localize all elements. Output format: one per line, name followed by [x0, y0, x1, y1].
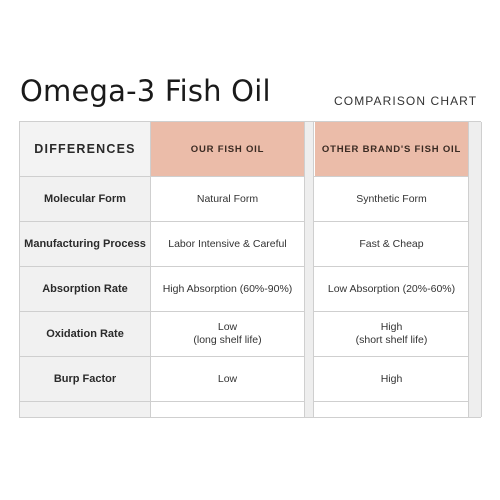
header-our-fish-oil: OUR FISH OIL	[151, 122, 304, 176]
row-label: Burp Factor	[20, 357, 150, 401]
row-label: Oxidation Rate	[20, 312, 150, 356]
row-value-theirs: High	[380, 372, 403, 385]
row-label: Manufacturing Process	[20, 222, 150, 266]
row-label: Absorption Rate	[20, 267, 150, 311]
table-row-empty	[20, 401, 480, 417]
row-value-theirs: Synthetic Form	[356, 192, 427, 205]
value-primary: High	[380, 321, 403, 333]
value-primary: Low	[217, 321, 238, 333]
value-note: (short shelf life)	[355, 334, 428, 346]
row-value-theirs: Fast & Cheap	[359, 237, 424, 250]
row-value-ours: Low (long shelf life)	[151, 312, 304, 356]
table-row: Absorption Rate High Absorption (60%-90%…	[20, 266, 480, 311]
table-row: Molecular Form Natural Form Synthetic Fo…	[20, 176, 480, 221]
header-differences: DIFFERENCES	[20, 122, 150, 176]
row-label-empty	[20, 402, 150, 417]
column-divider	[304, 122, 314, 417]
column-divider	[468, 122, 482, 417]
comparison-table: DIFFERENCES OUR FISH OIL OTHER BRAND'S F…	[19, 121, 482, 418]
table-row: Oxidation Rate Low (long shelf life) Hig…	[20, 311, 480, 356]
page-subtitle: COMPARISON CHART	[334, 94, 478, 108]
row-value-ours: Natural Form	[196, 192, 259, 205]
column-divider	[150, 122, 151, 417]
table-row: Burp Factor Low High	[20, 356, 480, 401]
row-value-ours: High Absorption (60%-90%)	[162, 282, 293, 295]
row-value-theirs: High (short shelf life)	[315, 312, 468, 356]
page-title: Omega-3 Fish Oil	[20, 74, 271, 108]
row-value-ours: Labor Intensive & Careful	[168, 237, 287, 250]
row-value-ours: Low	[217, 372, 238, 385]
table-header-row: DIFFERENCES OUR FISH OIL OTHER BRAND'S F…	[20, 122, 480, 176]
header-other-brand: OTHER BRAND'S FISH OIL	[315, 122, 468, 176]
row-label: Molecular Form	[20, 177, 150, 221]
table-row: Manufacturing Process Labor Intensive & …	[20, 221, 480, 266]
value-note: (long shelf life)	[193, 334, 262, 346]
row-value-theirs: Low Absorption (20%-60%)	[327, 282, 456, 295]
